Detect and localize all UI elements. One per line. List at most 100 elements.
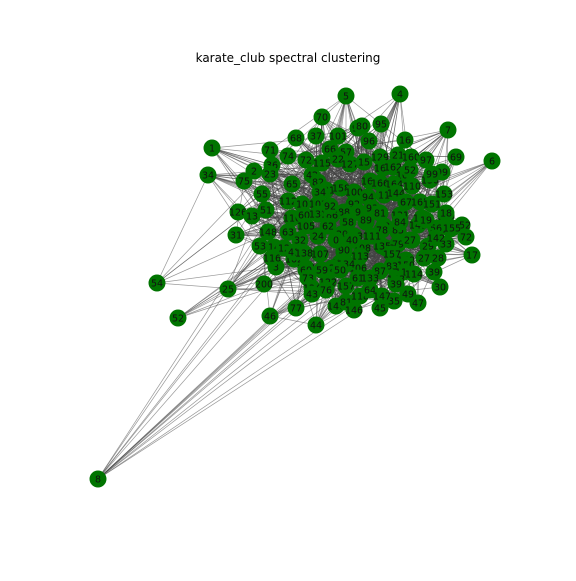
graph-node: 96 <box>360 132 378 150</box>
node-circle <box>307 316 325 334</box>
node-label: 12 <box>278 244 290 255</box>
node-label: 15 <box>358 158 370 169</box>
graph-node: 110 <box>403 177 421 195</box>
graph-node: 30 <box>431 278 449 296</box>
graph-edge <box>97 249 345 480</box>
graph-edge <box>97 288 229 480</box>
node-label: 84 <box>394 218 406 229</box>
node-circle <box>295 244 313 262</box>
graph-node: 76 <box>317 281 335 299</box>
graph-node: 127 <box>341 155 359 173</box>
node-label: 34 <box>314 188 326 199</box>
node-label: 66 <box>324 145 336 156</box>
graph-node: 153 <box>435 185 453 203</box>
node-circle <box>309 205 327 223</box>
node-circle <box>457 228 475 246</box>
graph-node: 46 <box>261 307 279 325</box>
node-circle <box>417 151 435 169</box>
node-label: 94 <box>362 193 374 204</box>
node-circle <box>219 280 237 298</box>
node-label: 140 <box>327 302 345 313</box>
node-label: 114 <box>405 270 423 281</box>
node-circle <box>439 121 457 139</box>
node-circle <box>311 183 329 201</box>
node-label: 65 <box>286 180 298 191</box>
node-label: 82 <box>312 178 324 189</box>
node-circle <box>355 153 373 171</box>
node-circle <box>331 261 349 279</box>
node-label: 33 <box>440 240 452 251</box>
node-circle <box>287 129 305 147</box>
graph-node: 146 <box>345 301 363 319</box>
node-label: 46 <box>264 312 276 323</box>
node-circle <box>303 285 321 303</box>
node-label: 144 <box>387 189 405 200</box>
graph-node: 52 <box>401 161 419 179</box>
graph-node: 67 <box>397 193 415 211</box>
node-label: 127 <box>341 160 359 171</box>
node-circle <box>403 177 421 195</box>
node-label: 37 <box>310 132 322 143</box>
graph-node: 105 <box>297 217 315 235</box>
node-label: 136 <box>309 210 327 221</box>
node-circle <box>383 245 401 263</box>
graph-node: 18 <box>437 204 455 222</box>
node-label: 107 <box>311 250 329 261</box>
node-label: 160 <box>402 153 420 164</box>
node-circle <box>423 165 441 183</box>
node-label: 83 <box>386 262 398 273</box>
node-circle <box>341 155 359 173</box>
graph-node: 74 <box>279 147 297 165</box>
graph-node: 37 <box>307 127 325 145</box>
node-label: 45 <box>374 304 386 315</box>
graph-node: 107 <box>311 245 329 263</box>
graph-node: 34 <box>199 166 217 184</box>
graph-node: 54 <box>148 274 166 292</box>
graph-node: 47 <box>409 294 427 312</box>
node-circle <box>401 161 419 179</box>
graph-node: 138 <box>295 244 313 262</box>
node-circle <box>257 201 275 219</box>
node-label: 118 <box>351 292 369 303</box>
graph-node: 97 <box>417 151 435 169</box>
node-label: 19 <box>420 216 432 227</box>
graph-node: 89 <box>357 211 375 229</box>
node-label: 35 <box>388 297 400 308</box>
node-label: 70 <box>316 113 328 124</box>
node-circle <box>327 231 345 249</box>
graph-node: 27 <box>401 231 419 249</box>
node-label: 157 <box>337 282 355 293</box>
node-label: 63 <box>282 228 294 239</box>
graph-node: 162 <box>384 158 402 176</box>
node-circle <box>261 165 279 183</box>
node-circle <box>255 275 273 293</box>
node-circle <box>253 185 271 203</box>
graph-node: 158 <box>332 179 350 197</box>
node-circle <box>349 269 367 287</box>
node-label: 40 <box>346 236 358 247</box>
graph-node: 1 <box>203 139 221 157</box>
graph-node: 200 <box>255 275 273 293</box>
node-label: 67 <box>400 198 412 209</box>
graph-node: 115 <box>313 154 331 172</box>
node-label: 60 <box>298 211 310 222</box>
graph-node: 157 <box>383 245 401 263</box>
node-label: 76 <box>320 286 332 297</box>
node-label: 49 <box>402 290 414 301</box>
node-label: 113 <box>351 252 369 263</box>
node-label: 7 <box>445 126 451 137</box>
node-label: 81 <box>340 298 352 309</box>
graph-node: 142 <box>427 229 445 247</box>
node-label: 74 <box>282 152 294 163</box>
node-label: 59 <box>316 266 328 277</box>
node-label: 24 <box>312 232 324 243</box>
node-label: 44 <box>310 321 322 332</box>
graph-node: 84 <box>391 213 409 231</box>
node-label: 96 <box>363 137 375 148</box>
node-label: 141 <box>409 221 427 232</box>
graph-node: 24 <box>309 227 327 245</box>
node-label: 87 <box>374 267 386 278</box>
node-circle <box>263 249 281 267</box>
graph-node: 111 <box>363 227 381 245</box>
graph-node: 68 <box>287 129 305 147</box>
